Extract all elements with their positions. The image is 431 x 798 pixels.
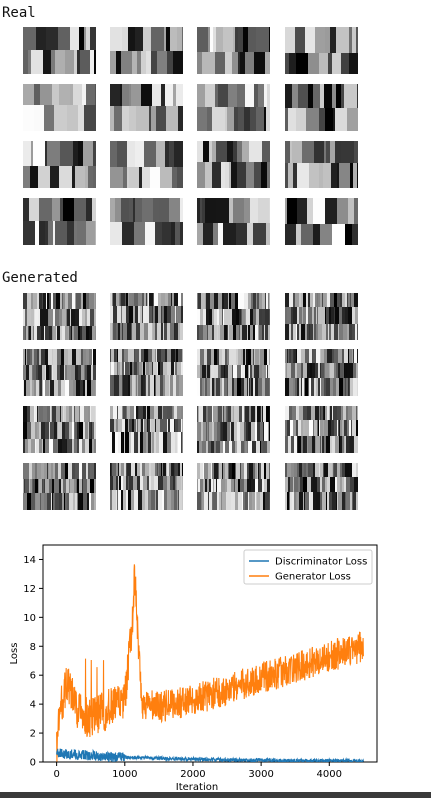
legend-label: Discriminator Loss: [275, 557, 367, 568]
real-section-label: Real: [2, 5, 36, 21]
generator-loss-line: [56, 564, 364, 762]
sample-image: [285, 198, 358, 245]
x-tick-label: 3000: [248, 769, 273, 780]
sample-image: [110, 349, 183, 396]
sample-image: [285, 463, 358, 510]
x-tick-label: 1000: [112, 769, 137, 780]
y-tick-label: 10: [23, 613, 36, 624]
sample-image: [110, 141, 183, 188]
y-tick-label: 8: [30, 642, 36, 653]
sample-image: [285, 84, 358, 131]
y-tick-label: 2: [30, 729, 36, 740]
sample-image: [110, 293, 183, 340]
y-tick-label: 14: [23, 555, 36, 566]
sample-image: [23, 293, 96, 340]
sample-image: [197, 349, 270, 396]
loss-chart: 0 1000 2000 3000 4000 0 2 4 6 8 10 12 14 Iteration Los…: [9, 544, 378, 792]
sample-image: [23, 349, 96, 396]
sample-image: [197, 27, 270, 74]
legend-label: Generator Loss: [275, 572, 351, 583]
sample-image: [23, 27, 96, 74]
x-tick-label: 4000: [317, 769, 342, 780]
sample-image: [285, 141, 358, 188]
sample-image: [110, 463, 183, 510]
sample-image: [285, 349, 358, 396]
sample-image: [197, 84, 270, 131]
y-tick-label: 12: [23, 584, 36, 595]
sample-image: [23, 198, 96, 245]
sample-image: [23, 141, 96, 188]
sample-image: [197, 198, 270, 245]
x-axis-label: Iteration: [176, 782, 218, 792]
y-axis-label: Loss: [9, 643, 20, 665]
sample-image: [197, 141, 270, 188]
sample-image: [197, 293, 270, 340]
x-tick-label: 0: [53, 769, 59, 780]
sample-image: [110, 27, 183, 74]
generated-section-label: Generated: [2, 270, 78, 286]
legend-box: [243, 549, 373, 585]
discriminator-loss-line: [56, 748, 364, 762]
sample-image: [285, 293, 358, 340]
sample-image: [197, 406, 270, 453]
y-tick-label: 6: [30, 671, 36, 682]
sample-image: [23, 406, 96, 453]
sample-image: [197, 463, 270, 510]
sample-image: [110, 84, 183, 131]
sample-image: [23, 84, 96, 131]
sample-image: [110, 406, 183, 453]
sample-image: [285, 406, 358, 453]
sample-image: [110, 198, 183, 245]
x-tick-label: 2000: [180, 769, 205, 780]
sample-image: [23, 463, 96, 510]
y-tick-label: 0: [30, 758, 36, 769]
y-tick-label: 4: [30, 700, 36, 711]
sample-image: [285, 27, 358, 74]
window-scrollbar[interactable]: [0, 792, 431, 798]
